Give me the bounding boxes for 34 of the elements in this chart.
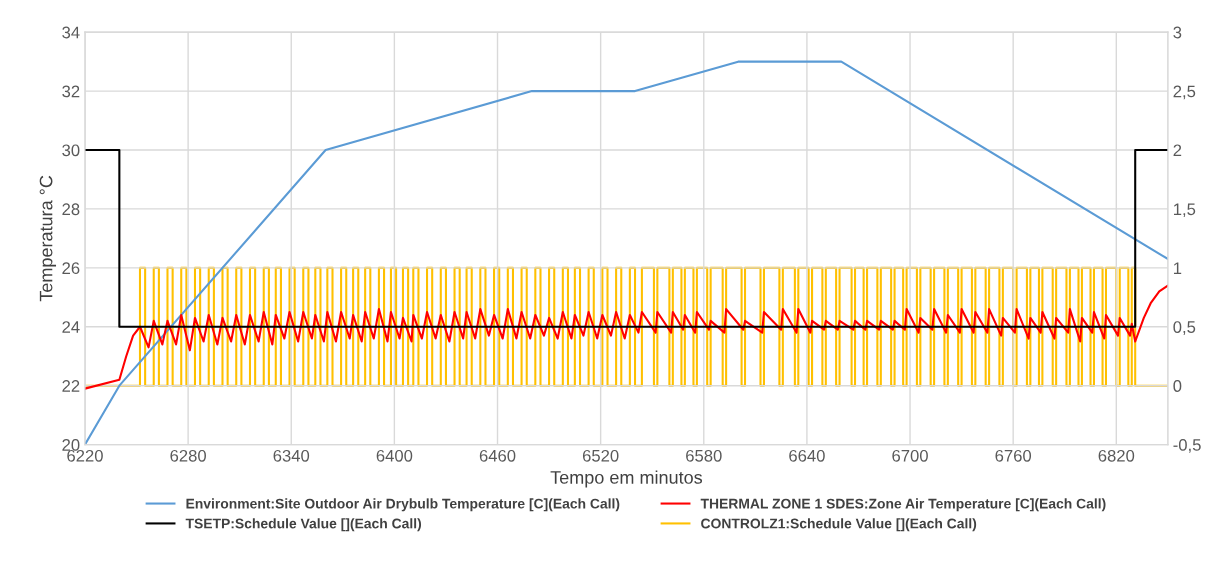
- legend-label: CONTROLZ1:Schedule Value [](Each Call): [701, 518, 977, 532]
- y-axis-title: Temperatura °C: [39, 175, 57, 302]
- legend-label: TSETP:Schedule Value [](Each Call): [185, 518, 422, 532]
- legend-label: Environment:Site Outdoor Air Drybulb Temperature [C](Each Call): [186, 498, 620, 512]
- y2-tick-label: 3: [1173, 26, 1182, 39]
- y-tick-label: 22: [62, 380, 80, 392]
- y-tick-label: 26: [62, 262, 80, 275]
- x-tick-label: 6580: [686, 449, 722, 462]
- y2-tick-label: 0: [1173, 380, 1182, 392]
- x-tick-label: 6700: [892, 449, 928, 462]
- x-tick-label: 6640: [789, 449, 825, 462]
- y-tick-label: 34: [62, 26, 80, 39]
- y2-tick-label: 0,5: [1173, 321, 1196, 335]
- x-tick-label: 6220: [67, 449, 103, 462]
- y2-tick-label: -0,5: [1173, 439, 1201, 453]
- x-tick-label: 6400: [376, 449, 413, 462]
- y2-tick-label: 2: [1173, 144, 1182, 157]
- x-tick-label: 6760: [995, 449, 1032, 462]
- x-axis-title: Tempo em minutos: [550, 470, 703, 488]
- y2-tick-label: 1,5: [1174, 203, 1196, 218]
- legend-label: THERMAL ZONE 1 SDES:Zone Air Temperature [C](Each Call): [700, 498, 1106, 512]
- x-tick-label: 6280: [170, 449, 206, 462]
- y-tick-label: 28: [62, 203, 80, 216]
- x-tick-label: 6520: [582, 449, 619, 462]
- x-tick-label: 6340: [273, 449, 310, 462]
- x-tick-label: 6460: [479, 449, 516, 462]
- y-tick-label: 30: [62, 144, 80, 157]
- line-series: [84, 284, 1168, 390]
- y-tick-label: 32: [62, 85, 80, 98]
- y2-tick-label: 2,5: [1173, 85, 1196, 100]
- y2-tick-label: 1: [1174, 262, 1182, 274]
- y-tick-label: 24: [62, 321, 80, 333]
- x-tick-label: 6820: [1098, 449, 1135, 462]
- y-tick-label: 20: [62, 439, 80, 451]
